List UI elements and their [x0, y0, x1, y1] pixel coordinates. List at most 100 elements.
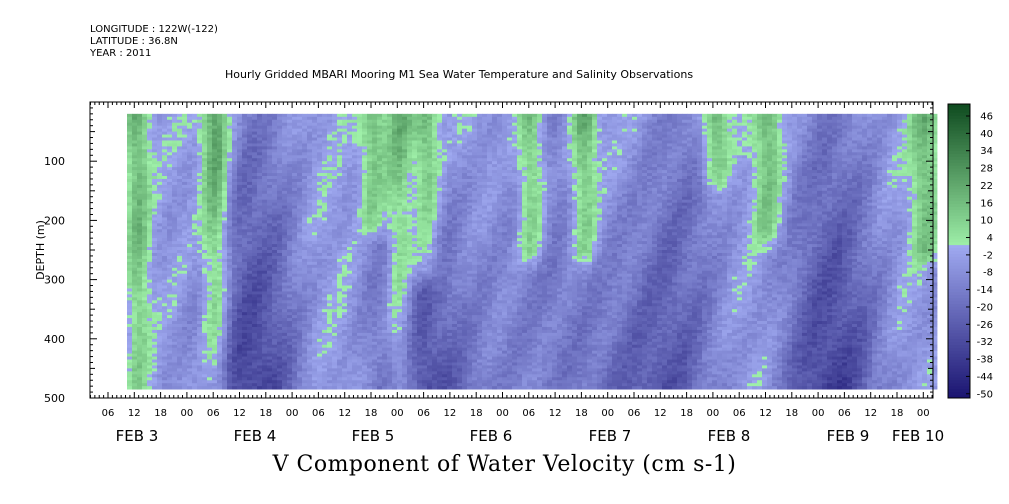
heatmap-cell — [372, 303, 378, 307]
heatmap-cell — [317, 202, 323, 206]
heatmap-cell — [202, 353, 208, 357]
heatmap-cell — [312, 149, 318, 153]
heatmap-cell — [312, 324, 318, 328]
heatmap-cell — [367, 326, 373, 331]
heatmap-cell — [392, 300, 398, 304]
heatmap-cell — [137, 152, 143, 156]
heatmap-cell — [217, 176, 223, 180]
heatmap-cell — [267, 232, 273, 236]
heatmap-cell — [162, 365, 168, 369]
heatmap-cell — [362, 208, 368, 212]
heatmap-cell — [272, 170, 278, 174]
heatmap-cell — [372, 178, 378, 183]
heatmap-cell — [127, 362, 133, 366]
heatmap-cell — [242, 134, 248, 138]
heatmap-cell — [367, 155, 373, 159]
heatmap-cell — [142, 152, 148, 156]
heatmap-cell — [132, 205, 138, 209]
heatmap-cell — [282, 250, 288, 254]
heatmap-cell — [182, 383, 188, 387]
chart-title: Hourly Gridded MBARI Mooring M1 Sea Wate… — [225, 68, 694, 81]
heatmap-cell — [382, 134, 388, 138]
heatmap-cell — [322, 134, 328, 138]
heatmap-cell — [257, 309, 263, 313]
heatmap-cell — [142, 335, 148, 340]
heatmap-cell — [127, 291, 133, 295]
heatmap-cell — [207, 158, 213, 162]
heatmap-cell — [277, 315, 283, 319]
heatmap-cell — [227, 211, 233, 215]
heatmap-cell — [312, 140, 318, 144]
heatmap-cell — [307, 226, 313, 230]
heatmap-cell — [132, 131, 138, 135]
heatmap-cell — [332, 362, 338, 366]
heatmap-cell — [282, 205, 288, 209]
heatmap-cell — [327, 338, 333, 343]
heatmap-cell — [387, 338, 393, 343]
heatmap-cell — [387, 306, 393, 310]
heatmap-cell — [392, 273, 398, 278]
heatmap-cell — [247, 143, 253, 147]
heatmap-cell — [367, 371, 373, 375]
heatmap-cell — [352, 321, 358, 325]
heatmap-cell — [187, 247, 193, 251]
heatmap-cell — [387, 300, 393, 304]
heatmap-cell — [202, 309, 208, 313]
heatmap-cell — [187, 362, 193, 366]
heatmap-cell — [357, 202, 363, 206]
heatmap-cell — [222, 178, 228, 183]
heatmap-cell — [192, 158, 198, 162]
heatmap-cell — [352, 143, 358, 147]
heatmap-cell — [192, 279, 198, 283]
heatmap-cell — [222, 252, 228, 257]
heatmap-cell — [362, 205, 368, 209]
heatmap-cell — [247, 205, 253, 209]
heatmap-cell — [327, 220, 333, 224]
heatmap-cell — [212, 232, 218, 236]
heatmap-cell — [227, 220, 233, 224]
heatmap-cell — [232, 202, 238, 206]
heatmap-cell — [367, 297, 373, 301]
heatmap-cell — [377, 356, 383, 360]
heatmap-cell — [162, 241, 168, 245]
heatmap-cell — [172, 273, 178, 278]
heatmap-cell — [242, 312, 248, 316]
heatmap-cell — [177, 288, 183, 292]
heatmap-cell — [197, 288, 203, 292]
heatmap-cell — [202, 119, 208, 124]
heatmap-cell — [217, 264, 223, 269]
heatmap-cell — [387, 350, 393, 354]
heatmap-cell — [272, 344, 278, 349]
heatmap-cell — [327, 371, 333, 375]
heatmap-cell — [357, 294, 363, 298]
heatmap-cell — [222, 276, 228, 280]
heatmap-cell — [197, 158, 203, 162]
heatmap-cell — [147, 131, 153, 135]
heatmap-cell — [172, 329, 178, 334]
heatmap-cell — [252, 324, 258, 328]
heatmap-cell — [232, 371, 238, 375]
heatmap-cell — [287, 312, 293, 316]
heatmap-cell — [372, 158, 378, 162]
heatmap-cell — [182, 241, 188, 245]
heatmap-cell — [317, 149, 323, 153]
heatmap-cell — [162, 294, 168, 298]
heatmap-cell — [212, 184, 218, 189]
heatmap-cell — [262, 220, 268, 224]
heatmap-cell — [172, 161, 178, 165]
heatmap-cell — [152, 131, 158, 135]
heatmap-cell — [252, 235, 258, 239]
heatmap-cell — [337, 181, 343, 186]
heatmap-cell — [237, 252, 243, 257]
heatmap-cell — [282, 158, 288, 162]
heatmap-cell — [157, 229, 163, 233]
heatmap-cell — [357, 173, 363, 177]
heatmap-cell — [357, 167, 363, 171]
heatmap-cell — [327, 247, 333, 251]
heatmap-cell — [257, 282, 263, 286]
heatmap-cell — [382, 158, 388, 162]
heatmap-cell — [382, 270, 388, 275]
heatmap-cell — [177, 386, 183, 390]
heatmap-cell — [152, 335, 158, 340]
heatmap-cell — [282, 176, 288, 180]
